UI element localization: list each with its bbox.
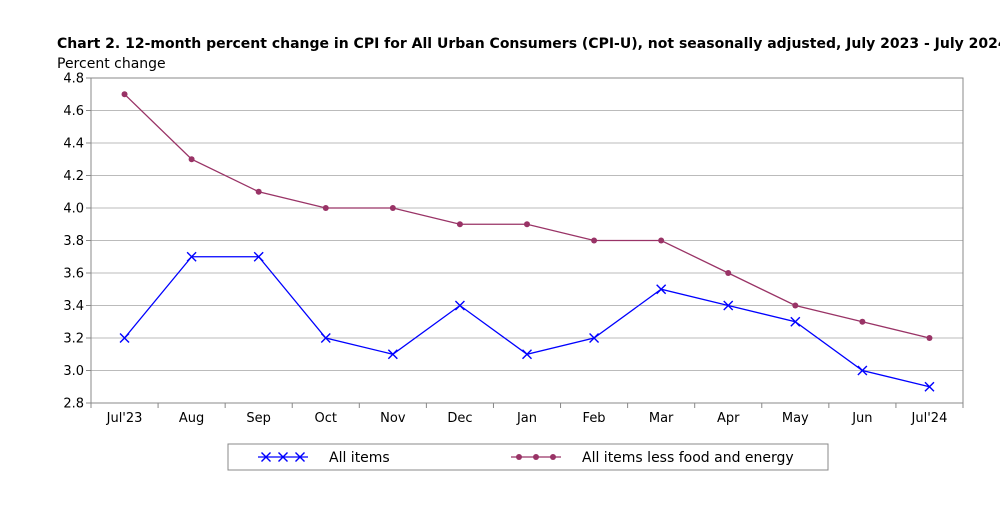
data-point bbox=[589, 333, 600, 343]
x-tick-label: Aug bbox=[179, 411, 204, 426]
data-point bbox=[924, 381, 935, 392]
data-point bbox=[790, 316, 801, 327]
marker-stroke bbox=[857, 365, 868, 376]
y-axis-ticks: 2.8 3.0 3.2 3.4 3.6 3.8 4.0 4.2 4.4 4.6 4.8 bbox=[63, 72, 91, 412]
x-tick-label: Apr bbox=[717, 411, 740, 426]
x-tick-label: Feb bbox=[583, 411, 606, 426]
y-tick-label: 3.8 bbox=[63, 234, 84, 249]
x-tick-label: Jul'23 bbox=[106, 411, 143, 426]
marker-stroke bbox=[790, 316, 801, 327]
legend-label: All items bbox=[329, 450, 390, 466]
y-tick-label: 2.8 bbox=[63, 397, 84, 412]
legend-entry: All items less food and energy bbox=[511, 450, 794, 466]
series-line bbox=[124, 93, 930, 339]
x-tick-label: Jul'24 bbox=[911, 411, 948, 426]
marker-stroke bbox=[186, 251, 197, 262]
legend-entry: All items bbox=[258, 450, 390, 466]
data-point bbox=[723, 300, 734, 311]
data-point bbox=[255, 188, 262, 195]
y-tick-label: 4.6 bbox=[63, 104, 84, 119]
y-tick-label: 4.0 bbox=[63, 202, 84, 217]
data-point bbox=[792, 302, 799, 309]
legend-marker bbox=[261, 452, 271, 462]
x-tick-label: Dec bbox=[447, 411, 472, 426]
series-line bbox=[124, 256, 930, 388]
data-point bbox=[926, 335, 933, 341]
data-point bbox=[522, 349, 532, 360]
series-lines bbox=[119, 91, 935, 392]
gridlines bbox=[91, 110, 963, 371]
data-point bbox=[456, 221, 463, 228]
marker-stroke bbox=[723, 300, 734, 311]
marker-stroke bbox=[295, 452, 305, 462]
data-point bbox=[188, 156, 195, 163]
y-tick-label: 3.2 bbox=[63, 332, 84, 347]
data-point bbox=[119, 333, 130, 343]
data-point bbox=[658, 237, 665, 244]
data-point bbox=[389, 205, 396, 211]
marker-stroke bbox=[278, 452, 288, 462]
y-tick-label: 3.6 bbox=[63, 267, 84, 282]
x-tick-label: May bbox=[782, 411, 809, 426]
data-point bbox=[322, 205, 329, 211]
marker-stroke bbox=[656, 284, 667, 295]
data-point bbox=[859, 318, 866, 325]
data-point bbox=[253, 251, 264, 262]
legend-marker bbox=[533, 454, 539, 460]
marker-stroke bbox=[522, 349, 532, 360]
marker-stroke bbox=[119, 333, 130, 343]
data-point bbox=[725, 270, 732, 276]
chart-title: Chart 2. 12-month percent change in CPI … bbox=[57, 36, 1000, 52]
x-tick-label: Oct bbox=[315, 411, 337, 426]
data-point bbox=[387, 349, 398, 360]
legend-label: All items less food and energy bbox=[582, 450, 794, 466]
y-tick-label: 3.0 bbox=[63, 364, 84, 379]
marker-stroke bbox=[589, 333, 600, 343]
data-point bbox=[656, 284, 667, 295]
y-tick-label: 4.2 bbox=[63, 169, 84, 184]
x-tick-label: Jun bbox=[851, 411, 872, 426]
y-tick-label: 4.4 bbox=[63, 137, 84, 152]
legend-marker bbox=[295, 452, 305, 462]
marker-stroke bbox=[261, 452, 271, 462]
marker-stroke bbox=[924, 381, 935, 392]
x-axis-ticks: Jul'23 Aug Sep Oct Nov Dec Jan Feb Mar Apr May Jun J… bbox=[90, 403, 964, 426]
legend-marker bbox=[278, 452, 288, 462]
data-point bbox=[591, 237, 598, 244]
series-core bbox=[121, 91, 933, 341]
data-point bbox=[857, 365, 868, 376]
x-tick-label: Nov bbox=[380, 411, 406, 426]
x-tick-label: Mar bbox=[649, 411, 674, 426]
data-point bbox=[320, 333, 331, 343]
legend: All items All items less food and energy bbox=[227, 443, 829, 471]
x-tick-label: Sep bbox=[246, 411, 271, 426]
data-point bbox=[121, 91, 128, 98]
y-tick-label: 4.8 bbox=[63, 72, 84, 87]
marker-stroke bbox=[387, 349, 398, 360]
y-axis-label: Percent change bbox=[57, 56, 166, 72]
legend-marker bbox=[516, 454, 522, 460]
data-point bbox=[454, 300, 465, 311]
series-all-items bbox=[119, 251, 935, 392]
data-point bbox=[524, 221, 530, 228]
marker-stroke bbox=[320, 333, 331, 343]
data-point bbox=[186, 251, 197, 262]
marker-stroke bbox=[454, 300, 465, 311]
y-tick-label: 3.4 bbox=[63, 299, 84, 314]
legend-marker bbox=[550, 454, 556, 460]
x-tick-label: Jan bbox=[516, 411, 537, 426]
marker-stroke bbox=[253, 251, 264, 262]
